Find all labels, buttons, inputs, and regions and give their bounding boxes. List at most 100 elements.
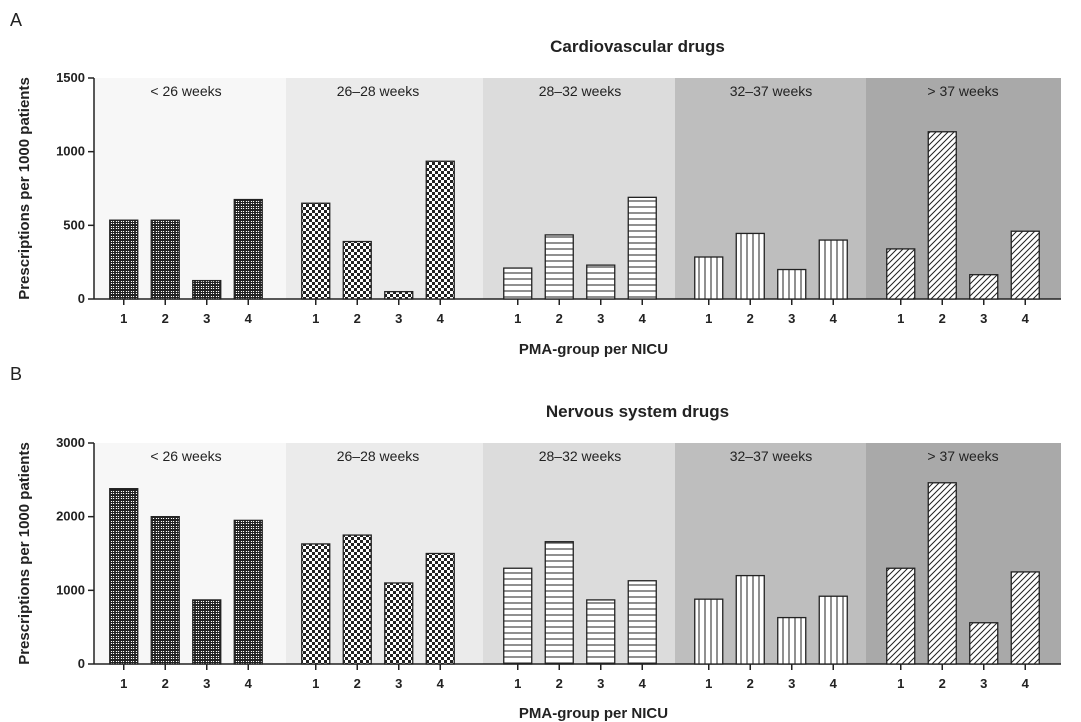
- bar: [503, 567, 533, 665]
- bar: [1010, 571, 1040, 665]
- x-tick-label: 4: [830, 676, 838, 691]
- bar: [301, 543, 331, 665]
- bar: [927, 482, 957, 665]
- x-tick-label: 1: [897, 676, 904, 691]
- panel-letter-b: B: [10, 364, 22, 384]
- bar: [109, 219, 139, 300]
- group-label: 32–37 weeks: [730, 83, 813, 99]
- group-label: 26–28 weeks: [337, 83, 420, 99]
- bar: [818, 239, 848, 300]
- chart-title: Nervous system drugs: [546, 402, 729, 421]
- x-tick-label: 2: [939, 676, 946, 691]
- x-tick-label: 1: [120, 676, 127, 691]
- bar: [694, 256, 724, 300]
- chart-title: Cardiovascular drugs: [550, 37, 725, 56]
- panel-letter-a: A: [10, 10, 22, 30]
- bar: [342, 534, 372, 665]
- group-label: < 26 weeks: [150, 83, 221, 99]
- bar: [503, 267, 533, 300]
- x-tick-label: 3: [788, 311, 795, 326]
- bar: [818, 595, 848, 665]
- bar: [927, 131, 957, 300]
- bar: [233, 198, 263, 300]
- x-tick-label: 1: [514, 676, 521, 691]
- y-tick-label: 500: [63, 217, 85, 232]
- bar: [192, 279, 222, 300]
- x-tick-label: 1: [897, 311, 904, 326]
- x-tick-label: 4: [1022, 311, 1030, 326]
- bar: [425, 160, 455, 300]
- bar: [384, 582, 414, 665]
- x-tick-label: 3: [788, 676, 795, 691]
- bar: [1010, 230, 1040, 300]
- y-tick-label: 0: [78, 656, 85, 671]
- x-tick-label: 2: [556, 676, 563, 691]
- bar: [735, 232, 765, 300]
- bar: [109, 488, 139, 665]
- x-tick-label: 2: [354, 676, 361, 691]
- bar: [586, 264, 616, 300]
- x-tick-label: 2: [747, 311, 754, 326]
- x-tick-label: 4: [639, 676, 647, 691]
- x-tick-label: 1: [312, 311, 319, 326]
- x-tick-label: 3: [597, 311, 604, 326]
- x-tick-label: 2: [747, 676, 754, 691]
- bar: [342, 240, 372, 300]
- x-tick-label: 4: [830, 311, 838, 326]
- x-tick-label: 1: [705, 676, 712, 691]
- x-tick-label: 4: [437, 676, 445, 691]
- bar: [233, 519, 263, 665]
- x-tick-label: 4: [245, 676, 253, 691]
- group-label: 32–37 weeks: [730, 448, 813, 464]
- bar: [544, 541, 574, 665]
- bar: [969, 622, 999, 665]
- x-tick-label: 3: [395, 311, 402, 326]
- bar: [627, 580, 657, 665]
- y-axis-label: Prescriptions per 1000 patients: [16, 442, 33, 665]
- chart-panel-a: Cardiovascular drugs < 26 weeks 26–28 week…: [16, 37, 1061, 358]
- bar: [150, 516, 180, 665]
- bar: [301, 202, 331, 300]
- x-tick-label: 4: [639, 311, 647, 326]
- x-tick-label: 2: [162, 311, 169, 326]
- x-tick-label: 1: [705, 311, 712, 326]
- x-axis-label: PMA-group per NICU: [519, 341, 668, 358]
- x-tick-label: 3: [980, 676, 987, 691]
- x-tick-label: 4: [245, 311, 253, 326]
- y-axis-label: Prescriptions per 1000 patients: [16, 77, 33, 300]
- bar: [384, 290, 414, 300]
- x-tick-label: 3: [203, 676, 210, 691]
- x-tick-label: 3: [980, 311, 987, 326]
- y-tick-label: 3000: [56, 435, 85, 450]
- y-tick-label: 1000: [56, 582, 85, 597]
- bar: [735, 574, 765, 665]
- group-label: 26–28 weeks: [337, 448, 420, 464]
- bar: [694, 598, 724, 665]
- x-tick-label: 4: [1022, 676, 1030, 691]
- x-tick-label: 4: [437, 311, 445, 326]
- x-tick-label: 2: [939, 311, 946, 326]
- group-label: > 37 weeks: [927, 83, 998, 99]
- bar: [886, 248, 916, 300]
- bar: [969, 274, 999, 300]
- x-tick-label: 1: [120, 311, 127, 326]
- x-tick-label: 3: [203, 311, 210, 326]
- bar: [777, 268, 807, 300]
- group-label: 28–32 weeks: [539, 83, 622, 99]
- bar: [627, 196, 657, 300]
- bar: [586, 599, 616, 665]
- bar: [192, 599, 222, 665]
- x-tick-label: 2: [556, 311, 563, 326]
- group-label: > 37 weeks: [927, 448, 998, 464]
- bar: [425, 552, 455, 665]
- x-axis-label: PMA-group per NICU: [519, 705, 668, 722]
- group-label: 28–32 weeks: [539, 448, 622, 464]
- y-tick-label: 1000: [56, 144, 85, 159]
- y-tick-label: 1500: [56, 70, 85, 85]
- y-tick-label: 0: [78, 291, 85, 306]
- chart-panel-b: Nervous system drugs < 26 weeks 26–28 week…: [16, 402, 1061, 722]
- x-tick-label: 1: [514, 311, 521, 326]
- bar: [544, 234, 574, 300]
- y-tick-label: 2000: [56, 509, 85, 524]
- x-tick-label: 1: [312, 676, 319, 691]
